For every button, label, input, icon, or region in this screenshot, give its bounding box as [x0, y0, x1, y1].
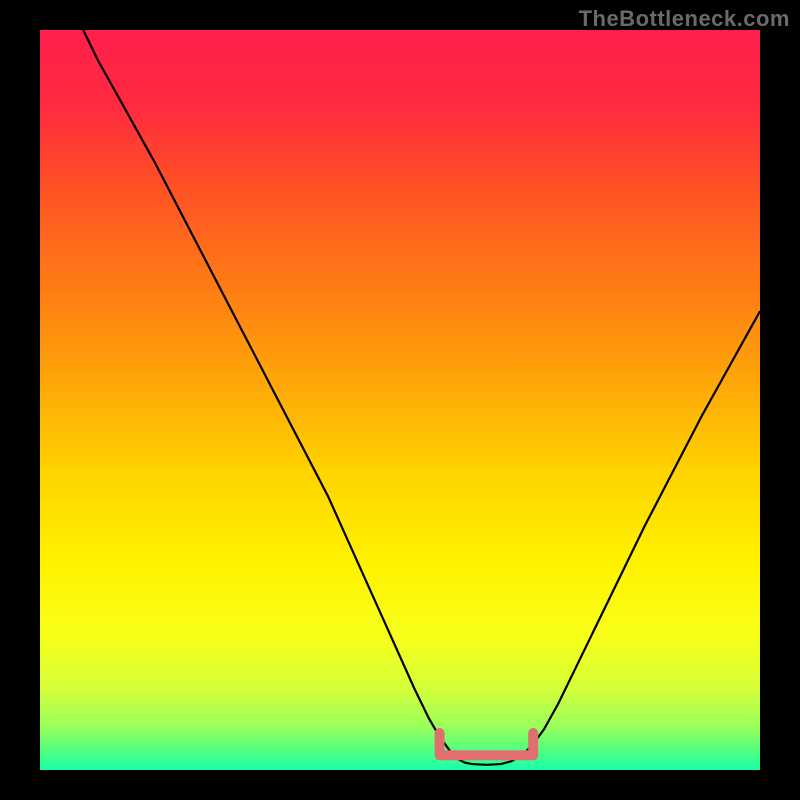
bottleneck-v-curve-chart [0, 0, 800, 800]
watermark-text: TheBottleneck.com [579, 6, 790, 32]
chart-container: TheBottleneck.com [0, 0, 800, 800]
